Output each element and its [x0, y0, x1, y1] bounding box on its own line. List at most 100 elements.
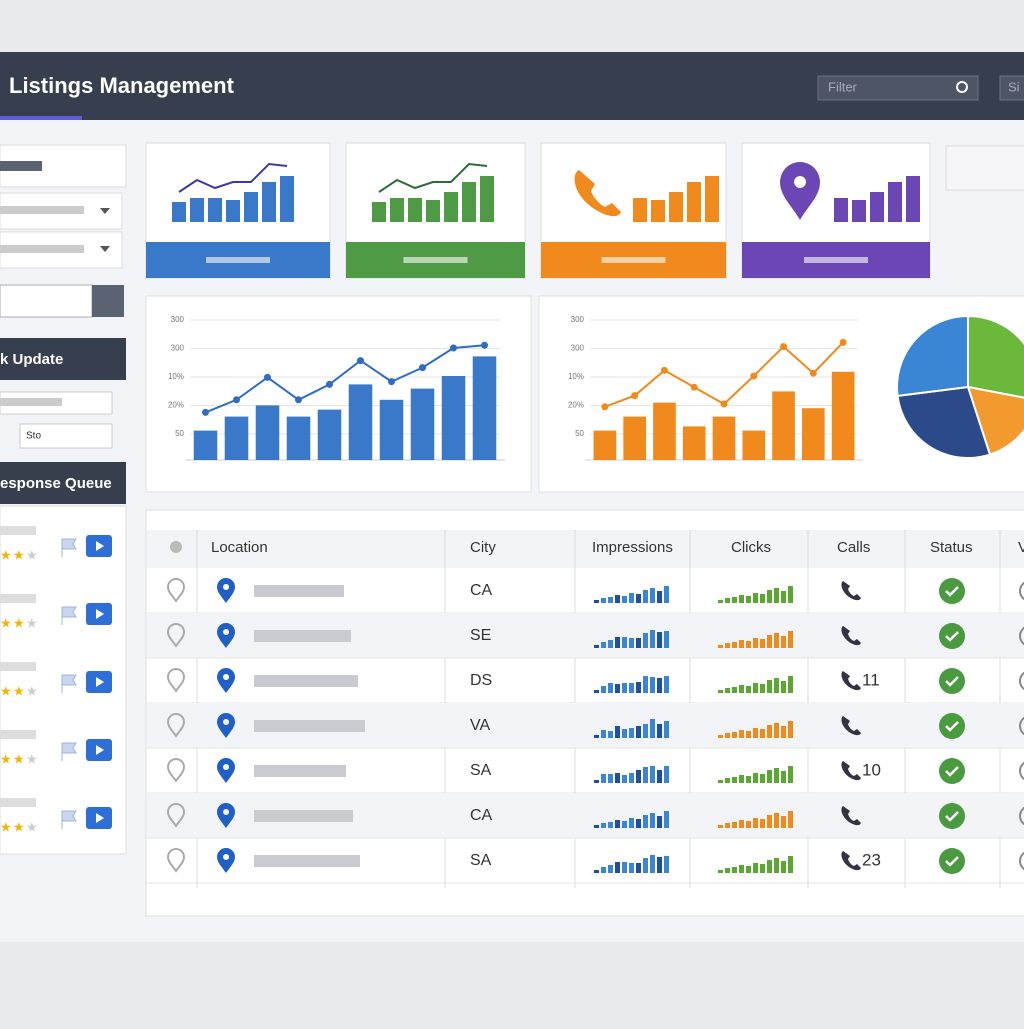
row-action[interactable]: [1019, 626, 1024, 646]
impressions-spark: [601, 598, 606, 603]
phone-icon: [841, 581, 861, 601]
clicks-spark: [760, 684, 765, 693]
clicks-spark: [753, 863, 758, 873]
kpi-bar: [408, 198, 422, 222]
location-pin: [217, 758, 235, 783]
row-pin: [166, 578, 186, 603]
column-header: City: [470, 539, 496, 556]
clicks-spark: [732, 822, 737, 828]
y-tick-label: 50: [575, 429, 584, 438]
bar: [255, 405, 280, 460]
row-action[interactable]: [1019, 716, 1024, 736]
check: [945, 676, 959, 687]
calls-count: 23: [862, 850, 881, 869]
impressions-spark: [664, 676, 669, 693]
location-name: [254, 855, 360, 867]
kpi-bar: [633, 198, 647, 222]
row-action[interactable]: [1019, 761, 1024, 781]
line-point: [264, 373, 271, 381]
status-ok: [939, 758, 965, 784]
line-point: [326, 380, 333, 388]
check: [945, 721, 959, 732]
row-action[interactable]: [1019, 671, 1024, 691]
kpi-bar: [462, 182, 476, 222]
play-icon: [96, 677, 104, 687]
row-action[interactable]: [1019, 851, 1024, 871]
clicks-spark: [774, 678, 779, 693]
impressions-spark: [650, 719, 655, 738]
impressions-spark: [622, 729, 627, 738]
queue-item-text: [0, 798, 36, 807]
impressions-spark: [650, 630, 655, 648]
pin-icon: [780, 162, 820, 220]
section-header: [0, 338, 126, 380]
kpi-label: [804, 257, 868, 263]
clicks-spark: [781, 861, 786, 873]
search-box[interactable]: [999, 75, 1024, 101]
y-tick-label: 300: [171, 315, 185, 324]
bar: [348, 384, 373, 460]
row-action[interactable]: [1019, 581, 1024, 601]
impressions-spark: [629, 728, 634, 738]
bar: [472, 356, 497, 460]
row-pin: [166, 848, 186, 873]
star: ★: [13, 819, 25, 834]
impressions-spark: [594, 870, 599, 873]
row-pin: [166, 803, 186, 828]
clicks-spark: [774, 768, 779, 783]
section-title: k Update: [0, 351, 63, 368]
clicks-spark: [739, 865, 744, 873]
star: ★: [13, 547, 25, 562]
row-action[interactable]: [1019, 806, 1024, 826]
star: ★: [26, 819, 38, 834]
filter-box[interactable]: [817, 75, 979, 101]
clicks-spark: [739, 685, 744, 693]
queue-item-text: [0, 662, 36, 671]
clicks-spark: [753, 593, 758, 603]
location-name: [254, 720, 365, 732]
impressions-spark: [594, 600, 599, 603]
input[interactable]: [0, 284, 93, 318]
select-all[interactable]: [170, 541, 182, 553]
star: ★: [26, 615, 38, 630]
kpi-bar: [208, 198, 222, 222]
location-pin: [217, 848, 235, 873]
play-icon: [96, 609, 104, 619]
input-button[interactable]: [92, 285, 124, 317]
field[interactable]: [19, 423, 113, 449]
impressions-spark: [643, 676, 648, 693]
impressions-spark: [608, 822, 613, 828]
bar: [653, 402, 676, 460]
clicks-spark: [718, 690, 723, 693]
line-point: [839, 338, 847, 346]
clicks-spark: [788, 586, 793, 603]
impressions-spark: [615, 684, 620, 693]
kpi-bar: [870, 192, 884, 222]
kpi-bar: [906, 176, 920, 222]
bar: [802, 408, 825, 460]
city: SE: [470, 627, 491, 644]
kpi-bar: [852, 200, 866, 222]
clicks-spark: [788, 721, 793, 738]
kpi-label: [206, 257, 270, 263]
impressions-spark: [608, 683, 613, 693]
impressions-spark: [650, 813, 655, 828]
y-tick-label: 50: [175, 429, 184, 438]
impressions-spark: [643, 590, 648, 603]
check: [945, 811, 959, 822]
clicks-spark: [760, 729, 765, 738]
flag: [61, 810, 77, 829]
y-tick-label: 10%: [568, 372, 584, 381]
line-point: [601, 403, 609, 411]
city: SA: [470, 852, 492, 869]
clicks-spark: [753, 638, 758, 648]
kpi-bar: [390, 198, 404, 222]
city: CA: [470, 582, 493, 599]
line-point: [233, 396, 240, 404]
kpi-bar: [444, 192, 458, 222]
line-point: [202, 408, 209, 416]
kpi-label: [403, 257, 468, 263]
clicks-spark: [788, 766, 793, 783]
play-icon: [96, 541, 104, 551]
